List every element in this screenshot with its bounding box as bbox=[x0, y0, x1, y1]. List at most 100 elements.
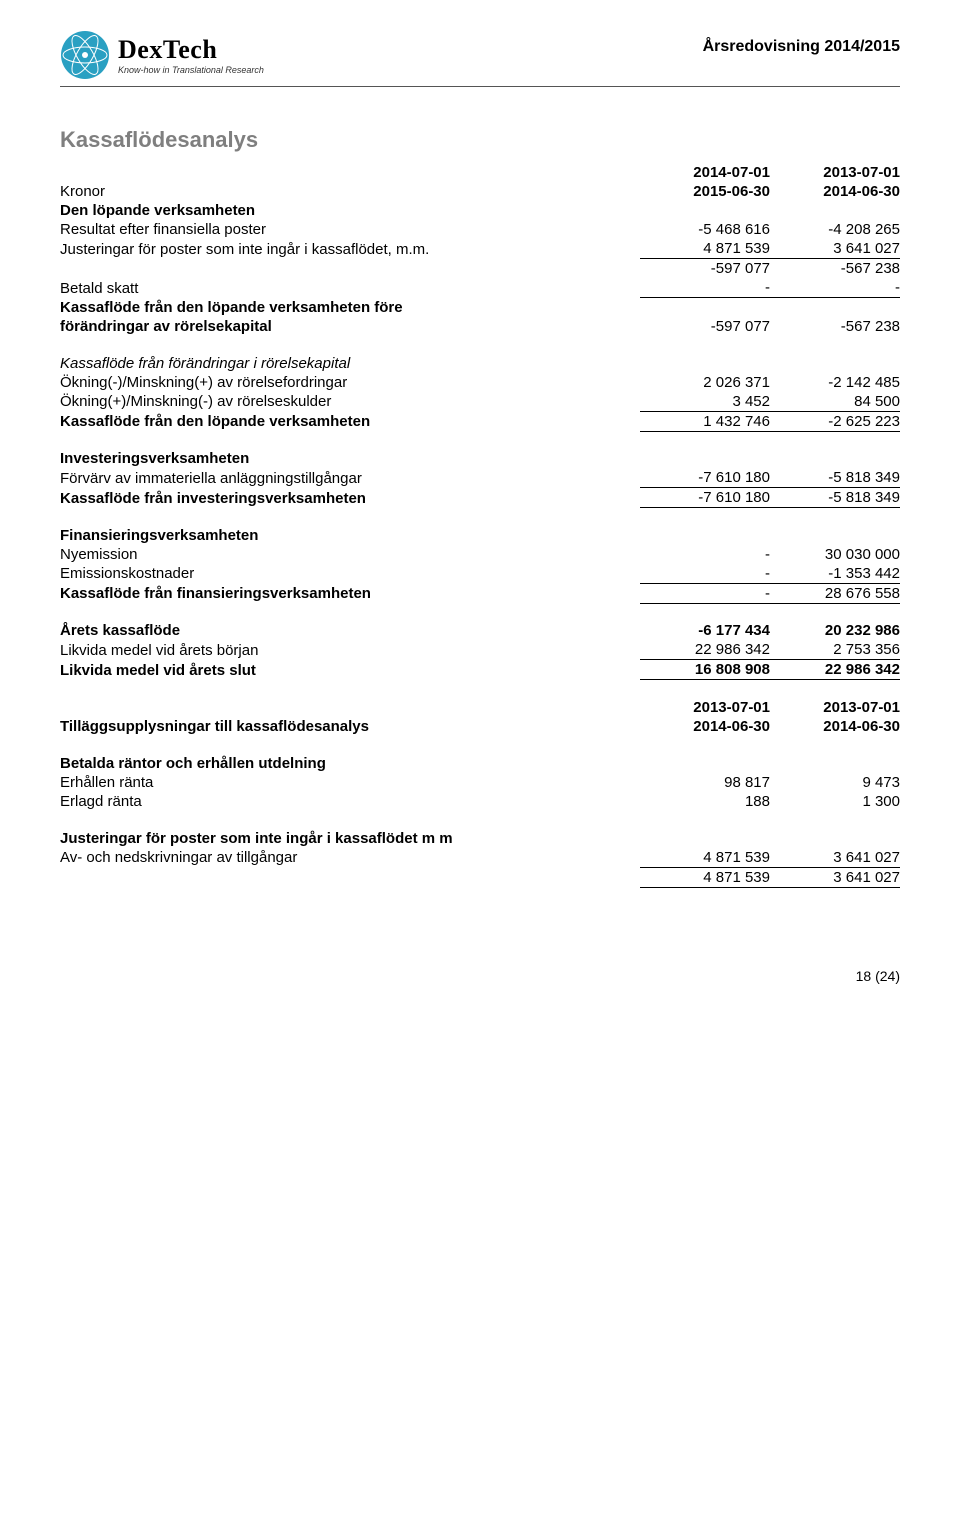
cell-value: 16 808 908 bbox=[640, 660, 770, 680]
row-label: Årets kassaflöde bbox=[60, 621, 640, 640]
cell-value: 98 817 bbox=[640, 773, 770, 792]
cell-value: -2 142 485 bbox=[770, 373, 900, 392]
col-header: 2014-06-30 bbox=[640, 717, 770, 736]
table-row: Justeringar för poster som inte ingår i … bbox=[60, 829, 900, 848]
cell-value: 3 641 027 bbox=[770, 848, 900, 868]
row-label: Betald skatt bbox=[60, 278, 640, 298]
cashflow-table: 2014-07-01 2013-07-01 Kronor 2015-06-30 … bbox=[60, 163, 900, 888]
cell-value: 84 500 bbox=[770, 392, 900, 412]
row-label: Ökning(+)/Minskning(-) av rörelseskulder bbox=[60, 392, 640, 412]
col-header: 2014-07-01 bbox=[640, 163, 770, 182]
cell-value: -4 208 265 bbox=[770, 220, 900, 239]
cell-value: -597 077 bbox=[640, 259, 770, 279]
col-header: 2015-06-30 bbox=[640, 182, 770, 201]
section-header: Investeringsverksamheten bbox=[60, 449, 640, 468]
cell-value: -7 610 180 bbox=[640, 468, 770, 488]
cell-value: -5 818 349 bbox=[770, 468, 900, 488]
table-row: Nyemission - 30 030 000 bbox=[60, 545, 900, 564]
table-row: Likvida medel vid årets slut 16 808 908 … bbox=[60, 660, 900, 680]
logo-wordmark: DexTech bbox=[118, 35, 264, 65]
section-header: Finansieringsverksamheten bbox=[60, 526, 640, 545]
cell-value: 22 986 342 bbox=[770, 660, 900, 680]
row-label: Kassaflöde från finansieringsverksamhete… bbox=[60, 583, 640, 603]
cell-value: 1 300 bbox=[770, 792, 900, 811]
section-header: Betalda räntor och erhållen utdelning bbox=[60, 754, 640, 773]
cell-value: 4 871 539 bbox=[640, 239, 770, 259]
row-label: Likvida medel vid årets början bbox=[60, 640, 640, 660]
cell-value: 188 bbox=[640, 792, 770, 811]
row-label: Likvida medel vid årets slut bbox=[60, 660, 640, 680]
table-row: Förvärv av immateriella anläggningstillg… bbox=[60, 468, 900, 488]
cell-value: -5 468 616 bbox=[640, 220, 770, 239]
cell-value: -567 238 bbox=[770, 317, 900, 336]
table-row: 4 871 539 3 641 027 bbox=[60, 867, 900, 887]
col-header: 2013-07-01 bbox=[770, 163, 900, 182]
cell-value: 2 753 356 bbox=[770, 640, 900, 660]
cell-value: -597 077 bbox=[640, 317, 770, 336]
row-label: Förvärv av immateriella anläggningstillg… bbox=[60, 468, 640, 488]
doc-title: Årsredovisning 2014/2015 bbox=[703, 38, 900, 56]
cell-value: 4 871 539 bbox=[640, 867, 770, 887]
section-header: Den löpande verksamheten bbox=[60, 201, 640, 220]
table-row: 2013-07-01 2013-07-01 bbox=[60, 698, 900, 717]
cell-value: -5 818 349 bbox=[770, 488, 900, 508]
cell-value: 3 452 bbox=[640, 392, 770, 412]
row-label: Justeringar för poster som inte ingår i … bbox=[60, 239, 640, 259]
row-label: Ökning(-)/Minskning(+) av rörelsefordrin… bbox=[60, 373, 640, 392]
col-header: 2014-06-30 bbox=[770, 717, 900, 736]
section-header: Kassaflöde från förändringar i rörelseka… bbox=[60, 354, 640, 373]
cell-value: 3 641 027 bbox=[770, 867, 900, 887]
page-number: 18 (24) bbox=[60, 968, 900, 984]
table-row: Den löpande verksamheten bbox=[60, 201, 900, 220]
row-label: Erhållen ränta bbox=[60, 773, 640, 792]
col-header: 2013-07-01 bbox=[640, 698, 770, 717]
section-header: Justeringar för poster som inte ingår i … bbox=[60, 829, 640, 848]
cell-value: -6 177 434 bbox=[640, 621, 770, 640]
table-row: Tilläggsupplysningar till kassaflödesana… bbox=[60, 717, 900, 736]
table-row: Kronor 2015-06-30 2014-06-30 bbox=[60, 182, 900, 201]
table-row: Kassaflöde från finansieringsverksamhete… bbox=[60, 583, 900, 603]
table-row: Kassaflöde från den löpande verksamheten… bbox=[60, 298, 900, 317]
page-title: Kassaflödesanalys bbox=[60, 127, 900, 153]
row-label: Kronor bbox=[60, 182, 640, 201]
cell-value: -1 353 442 bbox=[770, 564, 900, 584]
table-row: Ökning(+)/Minskning(-) av rörelseskulder… bbox=[60, 392, 900, 412]
table-row: Emissionskostnader - -1 353 442 bbox=[60, 564, 900, 584]
cell-value: 4 871 539 bbox=[640, 848, 770, 868]
logo-block: DexTech Know-how in Translational Resear… bbox=[60, 30, 264, 80]
table-row: Investeringsverksamheten bbox=[60, 449, 900, 468]
cell-value: 3 641 027 bbox=[770, 239, 900, 259]
cell-value: 1 432 746 bbox=[640, 411, 770, 431]
table-row: Erhållen ränta 98 817 9 473 bbox=[60, 773, 900, 792]
cell-value: 22 986 342 bbox=[640, 640, 770, 660]
table-row: Finansieringsverksamheten bbox=[60, 526, 900, 545]
row-label: Kassaflöde från den löpande verksamheten bbox=[60, 411, 640, 431]
table-row: Kassaflöde från investeringsverksamheten… bbox=[60, 488, 900, 508]
row-label: Av- och nedskrivningar av tillgångar bbox=[60, 848, 640, 868]
row-label: Kassaflöde från den löpande verksamheten… bbox=[60, 298, 640, 317]
cell-value: - bbox=[640, 583, 770, 603]
table-row: Betalda räntor och erhållen utdelning bbox=[60, 754, 900, 773]
row-label: Resultat efter finansiella poster bbox=[60, 220, 640, 239]
table-row: Betald skatt - - bbox=[60, 278, 900, 298]
cell-value: 9 473 bbox=[770, 773, 900, 792]
table-row: -597 077 -567 238 bbox=[60, 259, 900, 279]
cell-value: - bbox=[640, 545, 770, 564]
row-label: Emissionskostnader bbox=[60, 564, 640, 584]
logo-icon bbox=[60, 30, 110, 80]
row-label: Erlagd ränta bbox=[60, 792, 640, 811]
cell-value: -7 610 180 bbox=[640, 488, 770, 508]
section-header: Tilläggsupplysningar till kassaflödesana… bbox=[60, 717, 640, 736]
col-header: 2014-06-30 bbox=[770, 182, 900, 201]
row-label: förändringar av rörelsekapital bbox=[60, 317, 640, 336]
cell-value: 28 676 558 bbox=[770, 583, 900, 603]
cell-value: 20 232 986 bbox=[770, 621, 900, 640]
logo-tagline: Know-how in Translational Research bbox=[118, 65, 264, 75]
table-row: förändringar av rörelsekapital -597 077 … bbox=[60, 317, 900, 336]
table-row: Justeringar för poster som inte ingår i … bbox=[60, 239, 900, 259]
table-row: Av- och nedskrivningar av tillgångar 4 8… bbox=[60, 848, 900, 868]
table-row: Likvida medel vid årets början 22 986 34… bbox=[60, 640, 900, 660]
table-row: 2014-07-01 2013-07-01 bbox=[60, 163, 900, 182]
cell-value: -2 625 223 bbox=[770, 411, 900, 431]
row-label: Kassaflöde från investeringsverksamheten bbox=[60, 488, 640, 508]
